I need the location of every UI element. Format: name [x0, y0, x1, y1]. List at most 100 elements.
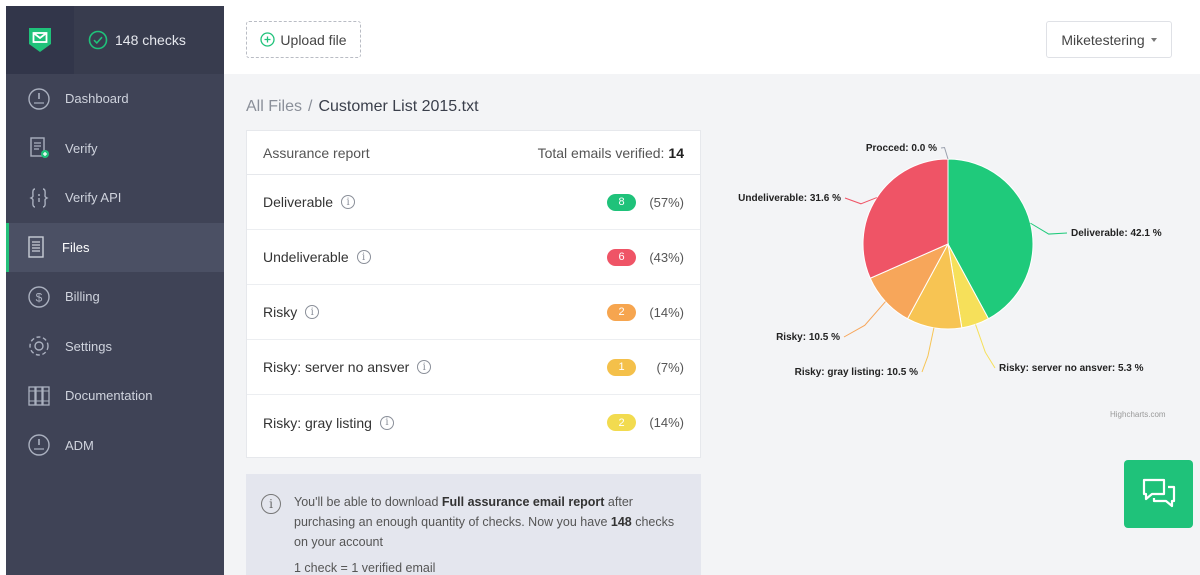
gauge-icon — [27, 87, 51, 111]
sidebar-item-documentation[interactable]: Documentation — [6, 371, 224, 421]
pie-data-label: Undeliverable: 31.6 % — [738, 193, 841, 204]
chat-bubbles-icon — [1142, 478, 1175, 508]
notice-text-part: after purchasing an enough quantity of c… — [294, 495, 633, 529]
braces-icon — [27, 186, 51, 210]
checks-label: 148 checks — [115, 32, 186, 48]
notice-report-name: Full assurance email report — [441, 495, 605, 509]
sidebar: 148 checks Dashboard Verify Verify API — [6, 6, 224, 575]
pie-data-label: Deliverable: 42.1 % — [1071, 228, 1162, 239]
sidebar-item-dashboard[interactable]: Dashboard — [6, 74, 224, 124]
chat-button[interactable] — [1124, 460, 1193, 528]
report-row-risky: Risky i 2 (14%) — [247, 285, 700, 340]
count-badge: 6 — [607, 248, 636, 266]
sidebar-item-verify-api[interactable]: Verify API — [6, 173, 224, 223]
pie-data-label: Risky: server no ansver: 5.3 % — [999, 363, 1144, 374]
total-verified-label: Total emails verified: — [537, 144, 665, 161]
file-list-icon — [24, 235, 48, 259]
row-label: Undeliverable — [263, 249, 349, 265]
count-badge: 1 — [607, 358, 636, 376]
sidebar-item-label: ADM — [65, 437, 94, 453]
total-verified-value: 14 — [668, 144, 684, 161]
notice-text-part: You'll be able to download — [294, 495, 442, 509]
books-icon — [27, 384, 51, 408]
main-content: All Files / Customer List 2015.txt Assuran… — [224, 74, 1200, 575]
notice-check-rate: 1 check = 1 verified email — [294, 561, 436, 575]
svg-text:$: $ — [36, 290, 43, 304]
assurance-report-card: Assurance report Total emails verified: 1… — [246, 130, 701, 458]
top-header: Upload file Miketestering — [224, 6, 1200, 74]
chart-credits[interactable]: Highcharts.com — [1110, 410, 1166, 419]
pie-connector — [921, 327, 935, 373]
pie-data-label: Risky: 10.5 % — [776, 332, 840, 343]
pie-data-label: Procced: 0.0 % — [866, 143, 937, 154]
sidebar-item-settings[interactable]: Settings — [6, 322, 224, 372]
info-icon[interactable]: i — [356, 250, 371, 264]
row-label: Risky: server no ansver — [263, 359, 410, 375]
pie-data-label: Risky: gray listing: 10.5 % — [795, 367, 918, 378]
gauge-icon — [27, 433, 51, 457]
sidebar-item-label: Settings — [65, 338, 112, 354]
row-percent: (14%) — [649, 415, 684, 430]
count-badge: 8 — [607, 193, 636, 211]
info-icon[interactable]: i — [417, 360, 432, 374]
report-row-deliverable: Deliverable i 8 (57%) — [247, 175, 700, 230]
pie-connector — [975, 324, 996, 369]
notice-text-part: checks on your account — [294, 515, 675, 549]
breadcrumb: All Files / Customer List 2015.txt — [246, 98, 479, 116]
count-badge: 2 — [607, 303, 636, 321]
pie-connector — [940, 146, 949, 160]
pie-connector — [1030, 222, 1068, 235]
user-name: Miketestering — [1061, 31, 1145, 48]
checks-counter[interactable]: 148 checks — [74, 6, 186, 74]
row-label: Risky — [263, 304, 298, 320]
breadcrumb-separator: / — [308, 98, 313, 115]
sidebar-item-billing[interactable]: $ Billing — [6, 272, 224, 322]
sidebar-item-label: Verify API — [65, 190, 122, 206]
sidebar-nav: Dashboard Verify Verify API Files $ Bill… — [6, 74, 224, 470]
row-label: Risky: gray listing — [263, 414, 372, 431]
notice-checks-count: 148 — [610, 515, 632, 529]
sidebar-item-label: Dashboard — [65, 91, 129, 107]
report-header: Assurance report Total emails verified: 1… — [247, 131, 700, 175]
sidebar-item-adm[interactable]: ADM — [6, 421, 224, 471]
pie-connector — [844, 197, 877, 205]
document-plus-icon — [27, 136, 51, 160]
report-row-risky-gray-listing: Risky: gray listing i 2 (14%) — [247, 395, 700, 450]
breadcrumb-current: Customer List 2015.txt — [318, 98, 479, 115]
total-verified: Total emails verified: 14 — [538, 145, 684, 161]
row-percent: (57%) — [649, 194, 684, 210]
breadcrumb-root[interactable]: All Files — [246, 98, 303, 115]
check-circle-icon — [88, 30, 108, 50]
plus-circle-icon — [260, 32, 276, 47]
chevron-down-icon — [1150, 37, 1157, 42]
download-notice: i You'll be able to download Full assura… — [246, 474, 701, 575]
upload-file-button[interactable]: Upload file — [246, 21, 361, 58]
sidebar-item-label: Billing — [65, 289, 100, 305]
sidebar-item-label: Verify — [65, 140, 98, 156]
row-percent: (43%) — [649, 249, 684, 265]
notice-text: You'll be able to download Full assuranc… — [294, 492, 685, 552]
user-menu-button[interactable]: Miketestering — [1046, 21, 1172, 58]
dollar-icon: $ — [27, 285, 51, 309]
pie-chart-svg: Deliverable: 42.1 % Risky: server no ansv… — [738, 143, 1162, 378]
sidebar-top: 148 checks — [6, 6, 224, 74]
sidebar-item-verify[interactable]: Verify — [6, 124, 224, 174]
info-icon[interactable]: i — [305, 305, 320, 319]
report-row-risky-server-no-answer: Risky: server no ansver i 1 (7%) — [247, 340, 700, 395]
report-row-undeliverable: Undeliverable i 6 (43%) — [247, 230, 700, 285]
sidebar-item-files[interactable]: Files — [6, 222, 224, 272]
count-badge: 2 — [607, 414, 636, 431]
pie-connector — [843, 301, 886, 338]
app-logo[interactable] — [6, 6, 74, 74]
row-percent: (7%) — [656, 359, 684, 375]
info-icon[interactable]: i — [341, 195, 356, 209]
info-icon[interactable]: i — [379, 415, 394, 430]
report-title: Assurance report — [263, 144, 370, 161]
shield-mail-icon — [29, 28, 51, 52]
gear-icon — [27, 334, 51, 358]
row-percent: (14%) — [649, 304, 684, 320]
results-pie-chart: Deliverable: 42.1 % Risky: server no ansv… — [724, 130, 1184, 430]
info-icon: i — [261, 494, 281, 514]
row-label: Deliverable — [263, 194, 334, 210]
upload-file-label: Upload file — [280, 31, 347, 48]
